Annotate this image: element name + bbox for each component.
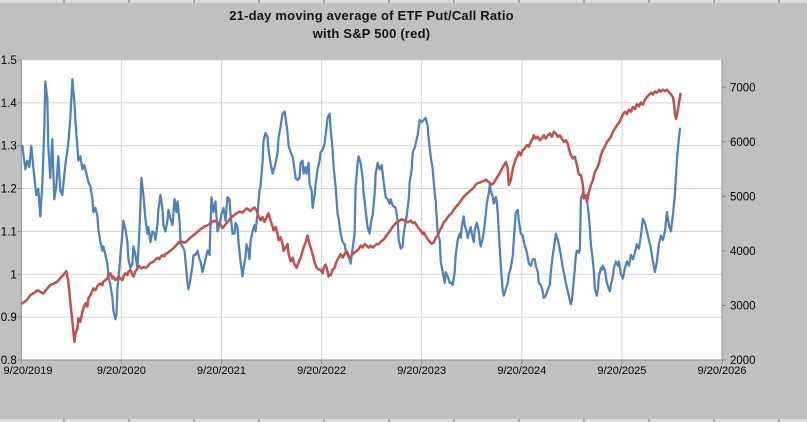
chart-title: 21-day moving average of ETF Put/Call Ra… <box>21 7 722 43</box>
x-tick-label: 9/20/2020 <box>97 365 146 377</box>
sp500-line <box>21 88 682 343</box>
chart-title-line2: with S&P 500 (red) <box>312 26 431 41</box>
y-right-tick-label: 4000 <box>730 246 756 258</box>
y-left-tick-label: 0.8 <box>1 355 17 367</box>
y-left-tick-label: 1.2 <box>1 184 17 196</box>
x-tick-label: 9/20/2019 <box>4 365 53 377</box>
y-right-tick-label: 6000 <box>730 137 756 149</box>
x-tick-label: 9/20/2025 <box>597 365 646 377</box>
plot-area <box>21 60 723 360</box>
y-right-tick-label: 5000 <box>730 191 756 203</box>
y-right-tick-label: 3000 <box>730 300 756 312</box>
spreadsheet-row-sliver-bottom <box>0 419 807 422</box>
y-left-tick-label: 1.1 <box>1 226 17 238</box>
putcall-ratio-line <box>21 78 682 321</box>
x-tick-label: 9/20/2021 <box>197 365 246 377</box>
x-tick-label: 9/20/2026 <box>698 365 747 377</box>
x-tick-label: 9/20/2023 <box>397 365 446 377</box>
x-tick-label: 9/20/2022 <box>297 365 346 377</box>
y-left-tick-label: 1.4 <box>1 98 18 110</box>
y-right-tick-label: 7000 <box>730 82 756 94</box>
y-left-tick-label: 1.5 <box>1 55 17 67</box>
y-left-tick-label: 0.9 <box>1 312 17 324</box>
x-tick-label: 9/20/2024 <box>497 365 546 377</box>
chart-title-line1: 21-day moving average of ETF Put/Call Ra… <box>229 8 514 23</box>
y-left-tick-label: 1 <box>10 269 16 281</box>
spreadsheet-row-sliver-top <box>0 0 807 3</box>
y-right-tick-label: 2000 <box>730 355 756 367</box>
y-left-tick-label: 1.3 <box>1 141 17 153</box>
